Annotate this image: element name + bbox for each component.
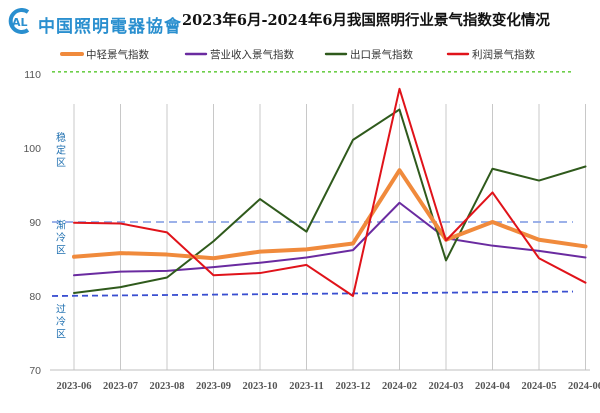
y-tick-label: 110 [24, 69, 41, 81]
x-tick-label: 2023-08 [150, 381, 185, 392]
legend-label: 中轻景气指数 [86, 48, 149, 61]
y-tick-label: 80 [29, 291, 41, 303]
x-tick-label: 2024-03 [429, 381, 464, 392]
legend-label: 利润景气指数 [472, 48, 535, 61]
x-tick-label: 2024-02 [382, 381, 417, 392]
x-tick-label: 2024-06 [568, 381, 600, 392]
legend: 中轻景气指数 营业收入景气指数 出口景气指数 利润景气指数 [60, 48, 535, 61]
reference-lines [51, 70, 574, 297]
x-tick-label: 2023-12 [336, 381, 371, 392]
series-line-4 [73, 87, 587, 297]
y-tick-label: 90 [29, 217, 41, 229]
reference-line [51, 290, 574, 297]
legend-label: 营业收入景气指数 [210, 48, 294, 61]
x-tick-label: 2023-09 [196, 381, 231, 392]
x-tick-label: 2023-07 [103, 381, 138, 392]
zone-label: 过冷区 [56, 303, 66, 341]
series-line-2 [73, 201, 587, 277]
grid-layer [50, 104, 590, 371]
x-tick-label: 2024-04 [475, 381, 511, 392]
chart-title: 2023年6月-2024年6月我国照明行业景气指数变化情况 [182, 12, 550, 29]
series-line-1 [72, 168, 588, 261]
x-tick-label: 2023-10 [243, 381, 278, 392]
x-tick-label: 2023-11 [289, 381, 323, 392]
axis-labels: 70 80 90 100 110 2023-06 2023-07 2023-08 2023-09… [23, 69, 600, 392]
legend-label: 出口景气指数 [350, 48, 413, 61]
association-logo: AL 中国照明電器協會 [6, 8, 181, 37]
series-line-3 [73, 108, 587, 295]
zone-label: 渐冷区 [56, 218, 66, 256]
y-tick-label: 70 [29, 365, 41, 377]
svg-text:AL: AL [12, 16, 28, 29]
zone-label: 稳定区 [56, 131, 66, 169]
logo-icon: AL [8, 8, 30, 34]
logo-text: 中国照明電器協會 [38, 17, 182, 37]
x-tick-label: 2023-06 [57, 381, 92, 392]
series-lines [72, 87, 588, 297]
x-tick-label: 2024-05 [522, 381, 557, 392]
y-tick-label: 100 [23, 143, 41, 155]
